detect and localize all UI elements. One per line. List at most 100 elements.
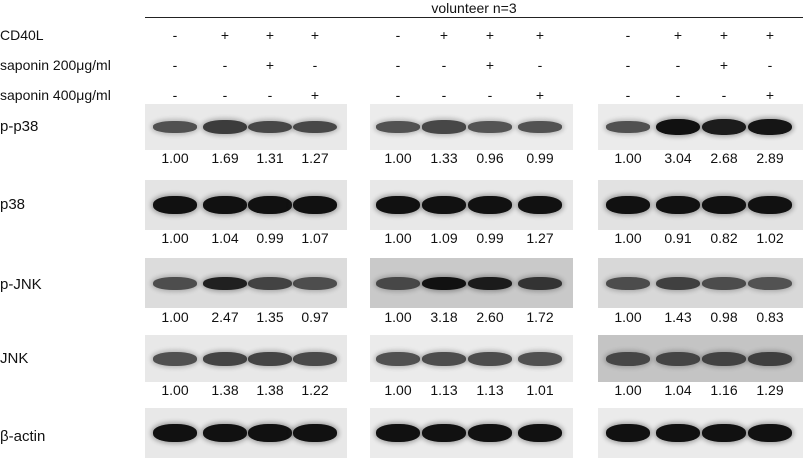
blot-label: β-actin [0, 428, 46, 445]
protein-band [293, 120, 337, 134]
protein-band [248, 196, 292, 214]
protein-band [422, 424, 466, 442]
protein-band [203, 351, 247, 366]
quant-value: 0.98 [710, 309, 738, 325]
protein-band [203, 119, 247, 135]
quant-value: 1.43 [664, 309, 692, 325]
quant-value: 1.69 [211, 150, 239, 166]
protein-band [468, 276, 512, 290]
protein-band [248, 276, 292, 290]
protein-band [153, 276, 197, 290]
condition-mark: + [719, 57, 729, 73]
condition-mark: - [267, 87, 273, 103]
quant-value: 3.04 [664, 150, 692, 166]
protein-band [422, 276, 466, 290]
quant-value: 0.96 [476, 150, 504, 166]
quant-value: 0.99 [476, 230, 504, 246]
quant-value: 1.33 [430, 150, 458, 166]
protein-band [248, 120, 292, 134]
quant-value: 1.00 [614, 230, 642, 246]
blot-panel [370, 104, 573, 150]
condition-mark: + [673, 27, 683, 43]
blot-panel [598, 408, 803, 458]
quant-value: 3.18 [430, 309, 458, 325]
quant-value: 1.00 [161, 382, 189, 398]
condition-mark: + [265, 27, 275, 43]
condition-mark: - [395, 27, 401, 43]
condition-mark: - [172, 57, 178, 73]
protein-band [748, 196, 792, 214]
condition-mark: - [675, 87, 681, 103]
quant-value: 2.60 [476, 309, 504, 325]
quant-value: 1.29 [756, 382, 784, 398]
quant-value: 0.97 [301, 309, 329, 325]
condition-mark: + [765, 27, 775, 43]
condition-label: saponin 200μg/ml [0, 57, 111, 73]
blot-label: p-p38 [0, 118, 39, 135]
blot-panel [145, 408, 347, 458]
protein-band [203, 276, 247, 290]
blot-label: JNK [0, 350, 29, 367]
quant-value: 1.00 [161, 309, 189, 325]
protein-band [656, 196, 700, 214]
protein-band [518, 196, 562, 214]
quant-value: 1.02 [756, 230, 784, 246]
condition-mark: + [485, 57, 495, 73]
quant-value: 1.04 [211, 230, 239, 246]
quant-value: 1.13 [476, 382, 504, 398]
quant-value: 1.00 [614, 309, 642, 325]
protein-band [606, 121, 650, 133]
condition-mark: - [625, 57, 631, 73]
blot-panel [370, 258, 573, 308]
quant-value: 1.04 [664, 382, 692, 398]
protein-band [656, 424, 700, 442]
quant-value: 1.00 [614, 150, 642, 166]
protein-band [422, 196, 466, 214]
condition-mark: + [485, 27, 495, 43]
blot-label: p-JNK [0, 276, 42, 293]
condition-mark: - [222, 57, 228, 73]
protein-band [702, 424, 746, 442]
condition-mark: - [441, 57, 447, 73]
protein-band [248, 424, 292, 442]
condition-mark: + [265, 57, 275, 73]
quant-value: 1.22 [301, 382, 329, 398]
protein-band [518, 351, 562, 366]
condition-mark: - [222, 87, 228, 103]
protein-band [293, 276, 337, 290]
condition-mark: + [535, 87, 545, 103]
condition-mark: + [310, 27, 320, 43]
protein-band [656, 118, 700, 136]
protein-band [203, 196, 247, 214]
protein-band [468, 424, 512, 442]
condition-mark: - [312, 57, 318, 73]
protein-band [248, 351, 292, 366]
condition-label: saponin 400μg/ml [0, 87, 111, 103]
protein-band [376, 351, 420, 366]
condition-mark: + [719, 27, 729, 43]
protein-band [203, 424, 247, 442]
condition-mark: - [395, 57, 401, 73]
condition-mark: + [439, 27, 449, 43]
protein-band [606, 351, 650, 366]
quant-value: 1.00 [384, 382, 412, 398]
condition-mark: - [395, 87, 401, 103]
protein-band [518, 276, 562, 290]
protein-band [293, 351, 337, 366]
protein-band [376, 424, 420, 442]
protein-band [376, 196, 420, 214]
blot-panel [145, 180, 347, 230]
quant-value: 1.16 [710, 382, 738, 398]
blot-panel [145, 104, 347, 150]
protein-band [376, 121, 420, 133]
protein-band [748, 276, 792, 290]
blot-panel [145, 335, 347, 382]
condition-mark: - [767, 57, 773, 73]
quant-value: 0.83 [756, 309, 784, 325]
quant-value: 0.99 [526, 150, 554, 166]
quant-value: 2.47 [211, 309, 239, 325]
quant-value: 1.31 [256, 150, 284, 166]
protein-band [702, 118, 746, 136]
condition-mark: - [625, 87, 631, 103]
quant-value: 2.89 [756, 150, 784, 166]
